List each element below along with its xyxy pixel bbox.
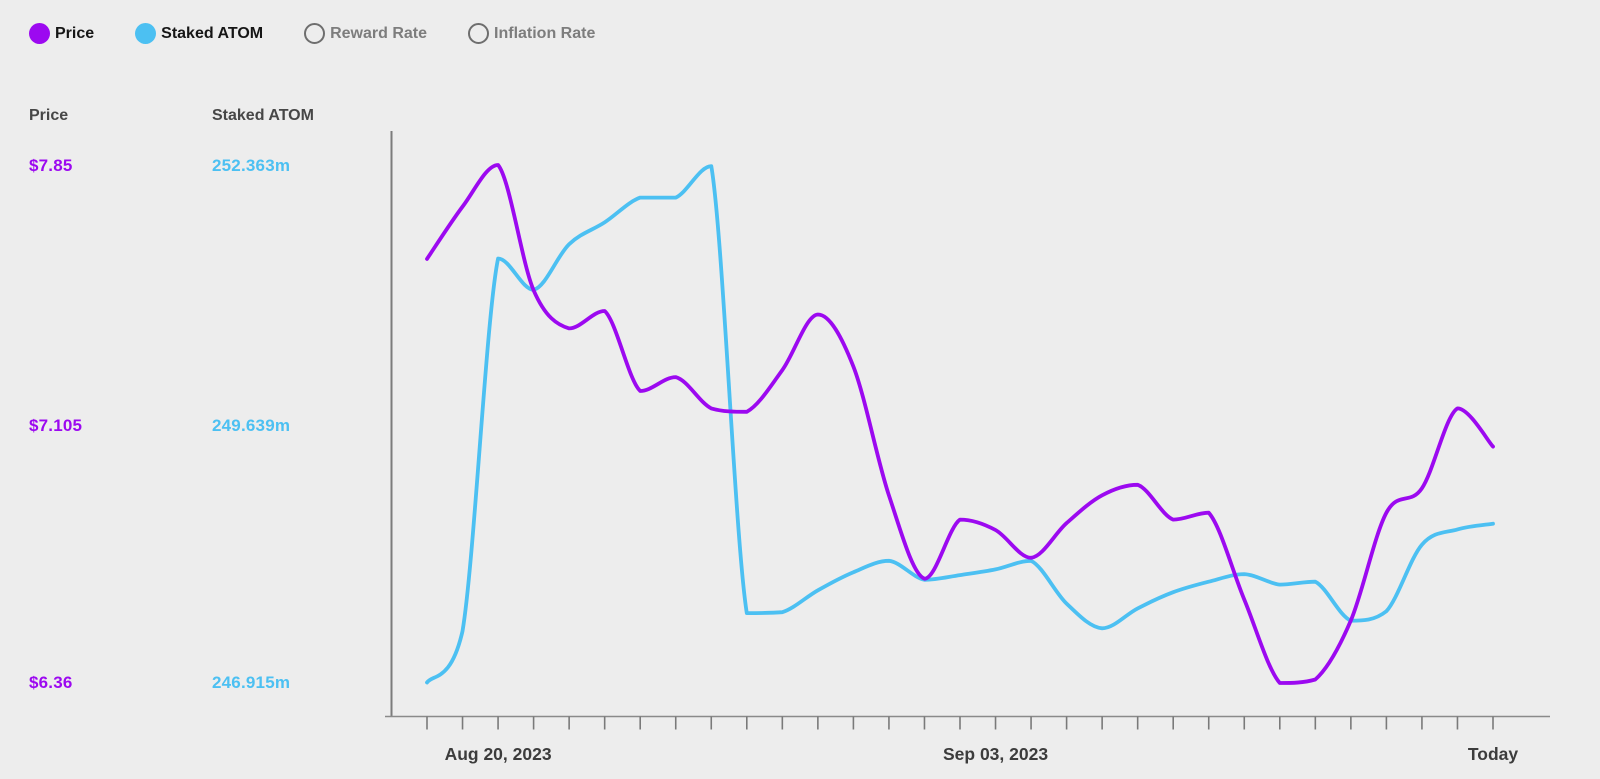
price-column-header: Price — [29, 107, 69, 124]
staked-atom-column-header: Staked ATOM — [212, 107, 314, 124]
legend-item-price[interactable]: Price — [29, 23, 94, 44]
staked-axis-value-middle: 249.639m — [212, 416, 291, 435]
price-axis-value-middle: $7.105 — [29, 416, 83, 435]
staked-axis-value-top: 252.363m — [212, 156, 291, 175]
staked-atom-series-dot-icon — [135, 23, 157, 44]
price-axis-value-top: $7.85 — [29, 156, 73, 175]
legend-item-reward-rate[interactable]: Reward Rate — [304, 23, 427, 44]
legend-label-reward-rate: Reward Rate — [330, 24, 428, 42]
x-axis-ticks — [426, 716, 1494, 730]
price-series-dot-icon — [29, 23, 50, 44]
x-axis-labels: Aug 20, 2023 Sep 03, 2023 Today — [445, 744, 1519, 764]
x-axis-label: Sep 03, 2023 — [943, 744, 1048, 764]
staked-axis-value-bottom: 246.915m — [212, 673, 291, 692]
legend-label-inflation-rate: Inflation Rate — [494, 24, 596, 42]
price-line[interactable] — [425, 163, 1495, 685]
x-axis-label: Aug 20, 2023 — [445, 744, 552, 764]
legend-item-staked-atom[interactable]: Staked ATOM — [135, 23, 263, 44]
legend-label-price: Price — [55, 24, 95, 42]
staked-atom-line[interactable] — [425, 164, 1495, 685]
x-axis-label: Today — [1468, 744, 1519, 764]
inflation-rate-ring-icon — [468, 23, 490, 44]
legend-item-inflation-rate[interactable]: Inflation Rate — [468, 23, 595, 44]
price-axis-value-bottom: $6.36 — [29, 673, 73, 692]
chart-legend: Price Staked ATOM Reward Rate Inflation … — [29, 23, 595, 44]
reward-rate-ring-icon — [304, 23, 326, 44]
legend-label-staked-atom: Staked ATOM — [161, 24, 264, 42]
